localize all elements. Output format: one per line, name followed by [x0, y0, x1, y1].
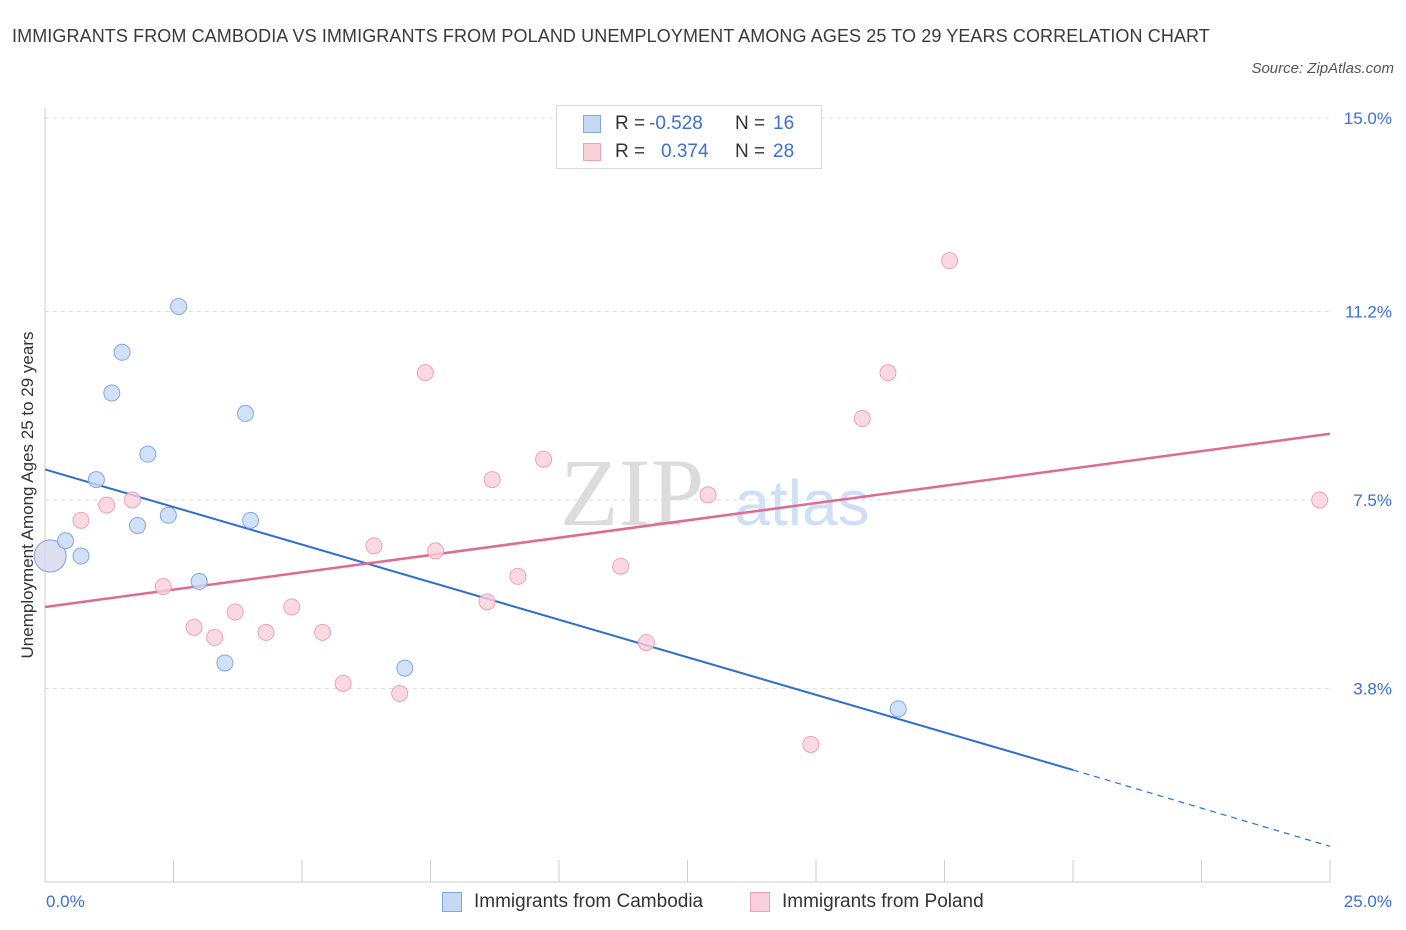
- y-tick-label: 3.8%: [1353, 679, 1392, 698]
- source-label: Source: ZipAtlas.com: [1251, 60, 1394, 77]
- poland-point: [637, 634, 655, 652]
- poland-r-label: R =: [615, 141, 646, 162]
- cambodia-legend-swatch: [442, 892, 462, 912]
- poland-point: [123, 491, 141, 509]
- cambodia-point: [87, 471, 105, 489]
- poland-point: [365, 537, 383, 555]
- poland-point: [853, 410, 871, 428]
- correlation-legend: R = -0.528 N = 16 R = 0.374 N = 28: [556, 105, 822, 169]
- watermark-atlas: atlas: [734, 467, 869, 539]
- cambodia-point: [57, 532, 75, 550]
- cambodia-point: [113, 343, 131, 361]
- poland-point: [699, 486, 717, 504]
- y-tick-label: 15.0%: [1344, 109, 1392, 128]
- cambodia-point: [216, 654, 234, 672]
- poland-point: [478, 593, 496, 611]
- y-tick-label: 7.5%: [1353, 491, 1392, 510]
- tick-labels: 3.8% 7.5% 11.2% 15.0% 0.0% 25.0%: [46, 109, 1392, 911]
- cambodia-n-value: 16: [773, 113, 795, 134]
- poland-point: [185, 618, 203, 636]
- cambodia-trend-line: [44, 468, 1074, 771]
- poland-point: [257, 623, 275, 641]
- poland-point: [98, 496, 116, 514]
- cambodia-point: [242, 511, 260, 529]
- cambodia-point: [396, 659, 414, 677]
- x-tick-label-max: 25.0%: [1344, 892, 1392, 911]
- poland-point: [802, 735, 820, 753]
- cambodia-n-label: N =: [735, 113, 766, 134]
- poland-point: [314, 623, 332, 641]
- poland-n-label: N =: [735, 141, 766, 162]
- trend-lines: [44, 432, 1331, 847]
- chart-title: IMMIGRANTS FROM CAMBODIA VS IMMIGRANTS F…: [12, 26, 1210, 46]
- axes: [44, 108, 1331, 883]
- cambodia-point: [159, 506, 177, 524]
- poland-point: [879, 364, 897, 382]
- cambodia-point: [33, 539, 67, 573]
- watermark-zip: ZIP: [560, 439, 704, 546]
- poland-point: [427, 542, 445, 560]
- cambodia-point: [129, 516, 147, 534]
- poland-point: [334, 674, 352, 692]
- cambodia-legend-label: Immigrants from Cambodia: [474, 891, 704, 912]
- poland-r-value: 0.374: [661, 141, 709, 162]
- gridlines: [45, 117, 1330, 689]
- poland-point: [612, 557, 630, 575]
- poland-point: [72, 511, 90, 529]
- cambodia-point: [190, 572, 208, 590]
- cambodia-r-label: R =: [615, 113, 646, 134]
- x-tick-label-min: 0.0%: [46, 892, 85, 911]
- cambodia-point: [170, 297, 188, 315]
- y-tick-label: 11.2%: [1345, 303, 1392, 322]
- poland-point: [1311, 491, 1329, 509]
- cambodia-swatch: [583, 115, 601, 133]
- poland-point: [509, 567, 527, 585]
- cambodia-point: [236, 404, 254, 422]
- poland-point: [416, 364, 434, 382]
- cambodia-point: [72, 547, 90, 565]
- poland-point: [483, 471, 501, 489]
- poland-point: [154, 578, 172, 596]
- y-axis-label: Unemployment Among Ages 25 to 29 years: [18, 331, 37, 659]
- poland-legend-swatch: [750, 892, 770, 912]
- cambodia-trend-extension: [1072, 769, 1331, 847]
- poland-point: [535, 450, 553, 468]
- poland-point: [226, 603, 244, 621]
- poland-legend-label: Immigrants from Poland: [782, 891, 984, 912]
- poland-n-value: 28: [773, 141, 795, 162]
- poland-point: [391, 685, 409, 703]
- data-points: [33, 252, 1329, 753]
- poland-point: [206, 629, 224, 647]
- cambodia-point: [139, 445, 157, 463]
- poland-trend-line: [44, 432, 1331, 609]
- poland-point: [283, 598, 301, 616]
- poland-swatch: [583, 143, 601, 161]
- cambodia-r-value: -0.528: [649, 113, 703, 134]
- cambodia-point: [889, 700, 907, 718]
- cambodia-point: [103, 384, 121, 402]
- poland-point: [941, 252, 959, 270]
